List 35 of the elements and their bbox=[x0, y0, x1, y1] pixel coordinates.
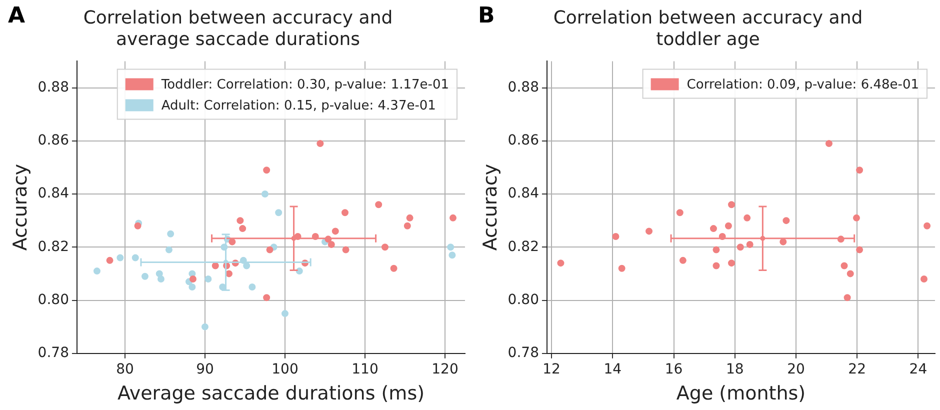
y-tick-label: 0.86 bbox=[508, 132, 540, 149]
x-axis-title: Average saccade durations (ms) bbox=[117, 382, 425, 405]
legend-label: Adult: Correlation: 0.15, p-value: 4.37e-01 bbox=[161, 98, 436, 114]
legend-label: Toddler: Correlation: 0.30, p-value: 1.17e-01 bbox=[160, 78, 449, 93]
y-tick-label: 0.84 bbox=[508, 186, 540, 202]
x-tick-label: 12 bbox=[542, 361, 560, 378]
chart-title: Correlation between accuracy and average saccade durations bbox=[83, 7, 393, 50]
y-tick-label: 0.88 bbox=[508, 79, 539, 96]
y-tick-label: 0.86 bbox=[38, 132, 70, 149]
x-tick-label: 18 bbox=[726, 361, 744, 378]
x-tick-label: 22 bbox=[848, 361, 866, 378]
y-tick-label: 0.80 bbox=[38, 292, 69, 308]
y-tick-label: 0.82 bbox=[38, 238, 69, 255]
x-axis-title: Age (months) bbox=[676, 382, 806, 405]
x-tick-label: 100 bbox=[272, 361, 298, 378]
text: A bbox=[8, 4, 26, 29]
x-tick-label: 14 bbox=[604, 361, 622, 378]
text: B bbox=[478, 4, 495, 29]
x-tick-label: 20 bbox=[787, 361, 805, 378]
y-tick-label: 0.78 bbox=[508, 345, 539, 362]
legend-label: Correlation: 0.09, p-value: 6.48e-01 bbox=[686, 78, 920, 93]
x-tick-label: 120 bbox=[432, 361, 458, 378]
y-tick-label: 0.88 bbox=[38, 79, 69, 96]
x-tick-label: 80 bbox=[116, 361, 134, 378]
x-tick-label: 90 bbox=[196, 361, 214, 378]
x-tick-label: 110 bbox=[352, 361, 378, 378]
x-tick-label: 16 bbox=[664, 361, 683, 378]
x-tick-label: 24 bbox=[909, 361, 928, 378]
y-tick-label: 0.78 bbox=[38, 345, 69, 362]
y-tick-label: 0.82 bbox=[508, 238, 539, 255]
y-axis-title: Accuracy bbox=[479, 164, 502, 251]
y-axis-title: Accuracy bbox=[9, 164, 32, 251]
y-tick-label: 0.84 bbox=[38, 186, 70, 202]
y-tick-label: 0.80 bbox=[508, 292, 539, 308]
chart-title: Correlation between accuracy and toddler age bbox=[553, 7, 863, 50]
